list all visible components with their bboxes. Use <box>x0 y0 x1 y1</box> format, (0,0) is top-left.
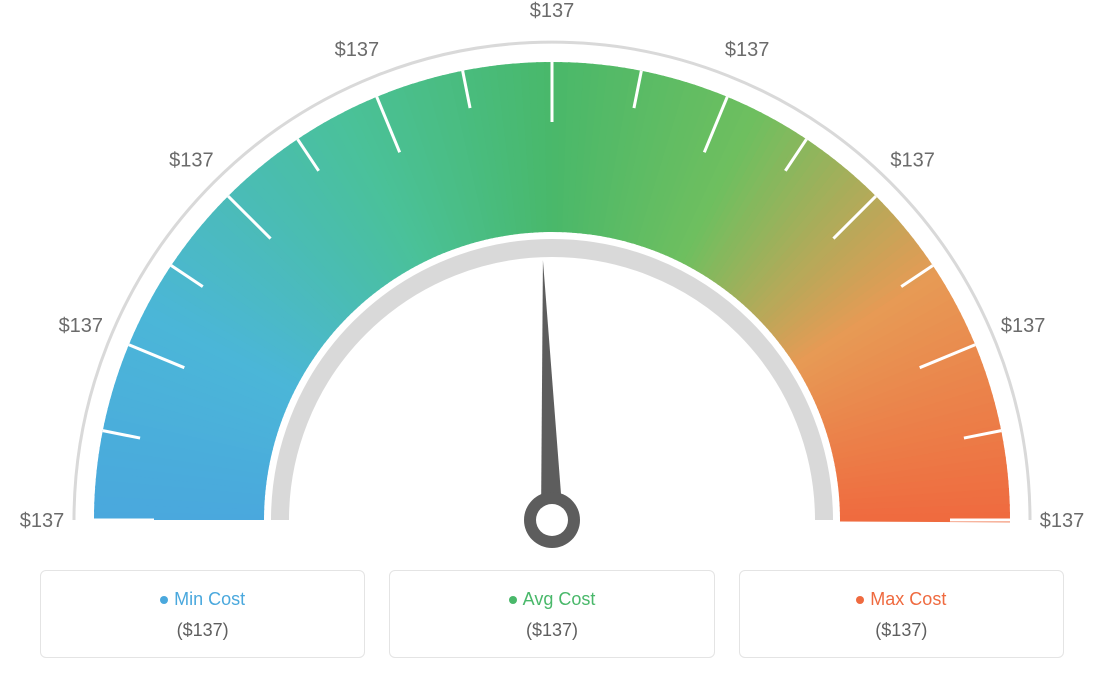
legend-card: Max Cost ($137) <box>739 570 1064 658</box>
gauge-tick-label: $137 <box>725 39 770 61</box>
legend-value: ($137) <box>51 620 354 641</box>
legend-title: Avg Cost <box>509 589 596 610</box>
gauge-tick-label: $137 <box>335 39 380 61</box>
legend-value: ($137) <box>400 620 703 641</box>
gauge-tick-label: $137 <box>20 510 65 532</box>
legend-card: Min Cost ($137) <box>40 570 365 658</box>
gauge-chart: $137 $137 $137 $137 $137 $137 $137 $137 $137 <box>0 0 1104 560</box>
legend-dot-icon <box>160 596 168 604</box>
gauge-tick-label: $137 <box>530 0 575 22</box>
gauge-tick-label: $137 <box>1040 510 1085 532</box>
legend-title-text: Max Cost <box>870 589 946 610</box>
legend-title: Max Cost <box>856 589 946 610</box>
legend-card: Avg Cost ($137) <box>389 570 714 658</box>
legend-row: Min Cost ($137) Avg Cost ($137) Max Cost ($13… <box>0 570 1104 658</box>
gauge-needle <box>541 260 563 520</box>
legend-dot-icon <box>856 596 864 604</box>
legend-title: Min Cost <box>160 589 245 610</box>
gauge-tick-label: $137 <box>169 149 214 171</box>
legend-dot-icon <box>509 596 517 604</box>
legend-value: ($137) <box>750 620 1053 641</box>
legend-title-text: Avg Cost <box>523 589 596 610</box>
legend-title-text: Min Cost <box>174 589 245 610</box>
gauge-tick-label: $137 <box>890 149 935 171</box>
gauge-svg: $137 $137 $137 $137 $137 $137 $137 $137 $137 <box>0 0 1104 560</box>
gauge-tick-label: $137 <box>1001 315 1046 337</box>
gauge-tick-label: $137 <box>59 315 104 337</box>
